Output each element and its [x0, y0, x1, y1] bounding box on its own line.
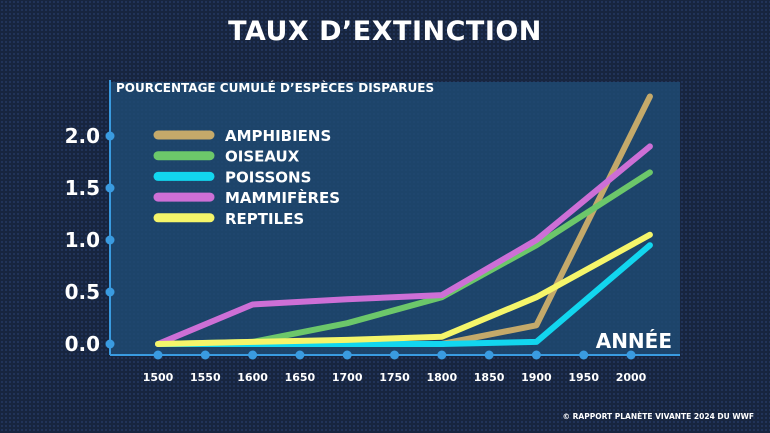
- y-axis-label: POURCENTAGE CUMULÉ D’ESPÈCES DISPARUES: [116, 80, 434, 95]
- x-tick-dot: [248, 350, 258, 360]
- x-tick-label: 1500: [143, 371, 174, 384]
- legend-label: REPTILES: [225, 210, 304, 228]
- x-tick-dot: [579, 350, 589, 360]
- y-tick-dot: [105, 183, 115, 193]
- y-tick-label: 2.0: [65, 124, 100, 148]
- y-tick-dot: [105, 131, 115, 141]
- legend-label: OISEAUX: [225, 148, 300, 166]
- x-tick-dot: [342, 350, 352, 360]
- series-line-mammifères: [155, 143, 653, 347]
- x-tick-dot: [531, 350, 541, 360]
- y-tick-label: 1.0: [65, 228, 100, 252]
- x-tick-dot: [484, 350, 494, 360]
- x-tick-label: 1650: [285, 371, 316, 384]
- x-tick-dot: [437, 350, 447, 360]
- y-tick-label: 0.5: [65, 280, 100, 304]
- x-axis-label: ANNÉE: [596, 329, 672, 353]
- x-tick-label: 1750: [379, 371, 410, 384]
- y-tick-dot: [105, 287, 115, 297]
- x-tick-label: 1800: [426, 371, 457, 384]
- legend-label: MAMMIFÈRES: [225, 188, 340, 207]
- x-tick-label: 1550: [190, 371, 221, 384]
- legend-label: AMPHIBIENS: [225, 127, 331, 145]
- y-tick-label: 1.5: [65, 176, 100, 200]
- x-tick-label: 1600: [237, 371, 268, 384]
- y-tick-label: 0.0: [65, 332, 100, 356]
- x-tick-dot: [390, 350, 399, 360]
- x-tick-label: 1850: [474, 371, 505, 384]
- x-tick-dot: [626, 350, 636, 360]
- credit-text: © RAPPORT PLANÈTE VIVANTE 2024 DU WWF: [562, 412, 754, 421]
- x-tick-dot: [200, 350, 210, 360]
- y-tick-dot: [105, 339, 115, 349]
- x-tick-dot: [295, 350, 305, 360]
- legend-label: POISSONS: [225, 168, 311, 186]
- x-tick-label: 1950: [568, 371, 599, 384]
- x-tick-label: 1900: [521, 371, 552, 384]
- x-tick-dot: [153, 350, 163, 360]
- series-line-reptiles: [155, 231, 653, 347]
- x-tick-label: 2000: [616, 371, 647, 384]
- chart-title: TAUX D’EXTINCTION: [228, 16, 542, 47]
- y-tick-dot: [105, 235, 115, 245]
- x-tick-label: 1700: [332, 371, 363, 384]
